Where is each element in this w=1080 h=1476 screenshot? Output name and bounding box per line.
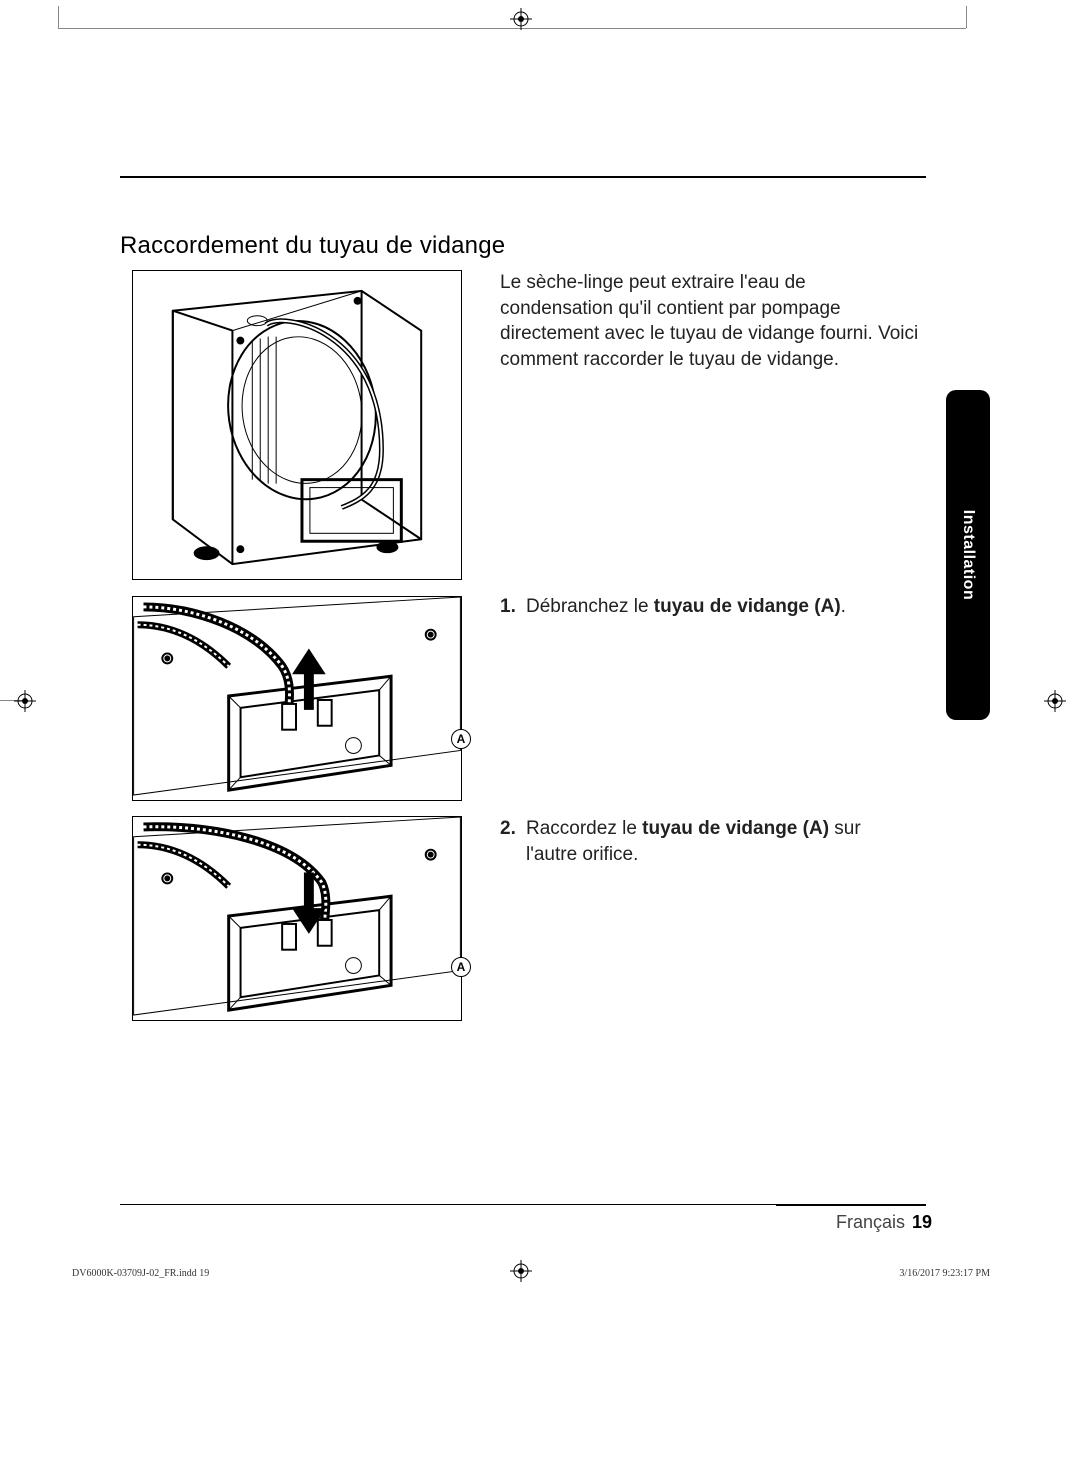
section-title: Raccordement du tuyau de vidange (120, 232, 505, 260)
intro-text: Le sèche-linge peut extraire l'eau de co… (500, 270, 920, 373)
step-number: 1. (500, 594, 526, 620)
registration-mark-icon (510, 8, 532, 30)
section-tab: Installation (946, 390, 990, 720)
step-1: 1.Débranchez le tuyau de vidange (A). (500, 594, 920, 620)
step-2: 2.Raccordez le tuyau de vidange (A) sur … (500, 816, 920, 867)
registration-mark-icon (510, 1260, 532, 1282)
callout-a: A (451, 957, 471, 977)
registration-mark-icon (14, 690, 36, 712)
section-tab-label: Installation (959, 510, 977, 600)
print-slug-timestamp: 3/16/2017 9:23:17 PM (899, 1268, 990, 1279)
figure-disconnect-hose: A (132, 596, 462, 801)
crop-mark (966, 6, 967, 28)
header-rule (120, 176, 926, 178)
callout-a: A (451, 729, 471, 749)
crop-mark (58, 6, 59, 28)
print-slug-file: DV6000K-03709J-02_FR.indd 19 (72, 1268, 209, 1279)
figure-connect-hose: A (132, 816, 462, 1021)
registration-mark-icon (1044, 690, 1066, 712)
footer-rule (120, 1204, 926, 1205)
step-body: Débranchez le tuyau de vidange (A). (526, 594, 906, 620)
step-body: Raccordez le tuyau de vidange (A) sur l'… (526, 816, 906, 867)
footer-page-number: 19 (912, 1212, 932, 1233)
step-number: 2. (500, 816, 526, 842)
manual-page: Raccordement du tuyau de vidange (0, 0, 1080, 1476)
figure-dryer-rear (132, 270, 462, 580)
footer-language: Français (836, 1212, 905, 1233)
